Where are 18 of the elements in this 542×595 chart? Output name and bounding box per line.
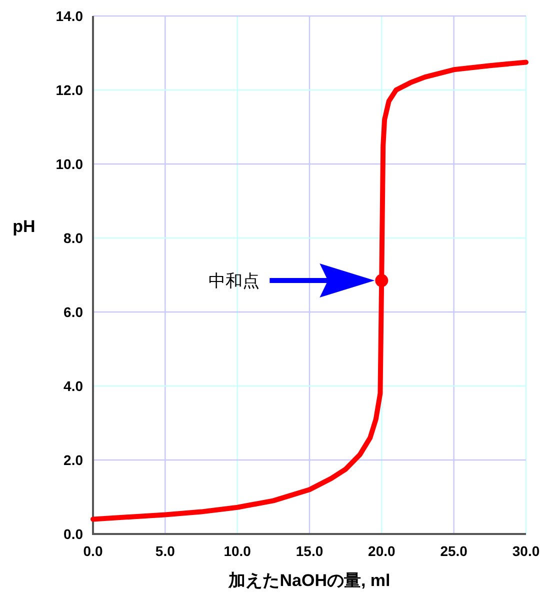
- x-tick-label: 5.0: [155, 543, 176, 559]
- x-axis-title: 加えたNaOHの量, ml: [228, 571, 390, 590]
- y-axis-title: pH: [12, 217, 36, 236]
- y-tick-label: 10.0: [56, 156, 84, 172]
- x-tick-label: 10.0: [224, 543, 252, 559]
- y-tick-label: 4.0: [64, 378, 84, 394]
- x-tick-label: 20.0: [368, 543, 396, 559]
- y-tick-label: 14.0: [56, 8, 84, 24]
- y-tick-label: 6.0: [64, 304, 84, 320]
- x-tick-label: 25.0: [440, 543, 468, 559]
- y-tick-label: 8.0: [64, 230, 84, 246]
- y-tick-label: 2.0: [64, 452, 84, 468]
- x-tick-label: 30.0: [512, 543, 540, 559]
- y-tick-label: 0.0: [64, 526, 84, 542]
- annotation: 中和点: [208, 272, 260, 291]
- x-tick-label: 0.0: [83, 543, 103, 559]
- y-tick-label: 12.0: [56, 82, 84, 98]
- x-tick-label: 15.0: [296, 543, 324, 559]
